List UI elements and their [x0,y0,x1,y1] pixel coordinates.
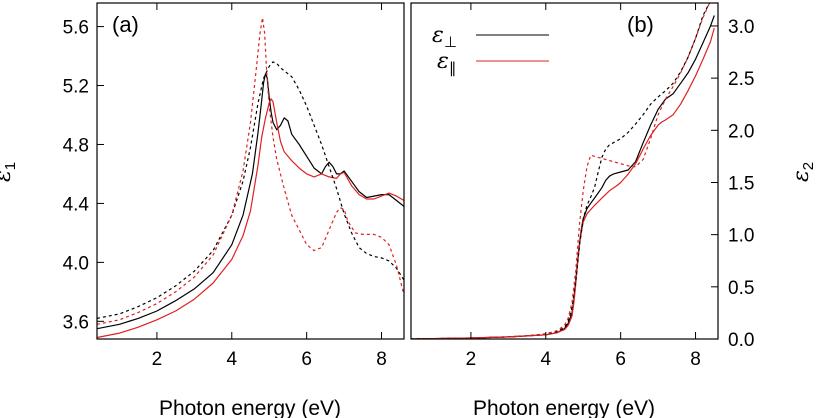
panel-a-y-tick-label: 3.6 [63,312,89,333]
panel-a-series-line-4 [97,17,404,325]
panel-b-x-tick-label: 4 [540,349,551,370]
panel-a-label: (a) [112,12,139,37]
panel-a-series-line-2 [97,98,404,339]
panel-b-epsilon2-chart: 2 4 6 8 0.0 0.5 1.0 1.5 2.0 2.5 3.0 (b) Photon en… [410,2,817,418]
panel-b-ylabel-subscript: 2 [800,162,817,170]
panel-b-y-axis-title: ε2 [789,162,817,182]
legend-par-symbol: ε [437,49,449,74]
panel-a-x-tick-label: 6 [301,349,312,370]
panel-b-series-line-1 [411,15,715,339]
panel-a-frame [96,2,405,340]
panel-b-series-line-2 [411,27,715,339]
panel-b-frame [410,2,719,340]
panel-b-y-ticks: 0.0 0.5 1.0 1.5 2.0 2.5 3.0 [711,17,754,351]
panel-b-series-line-3 [411,3,711,339]
panel-b-y-tick-label: 2.5 [728,69,754,90]
panel-b-x-tick-label: 6 [615,349,626,370]
panel-a-y-tick-label: 4.4 [63,194,90,215]
panel-a-y-ticks: 3.6 4.0 4.4 4.8 5.2 5.6 [63,18,104,333]
panel-b-series-line-4 [411,3,711,339]
panel-a-ylabel-symbol: ε [0,170,16,182]
panel-b-label: (b) [627,12,654,37]
panel-b-y-tick-label: 0.0 [728,330,754,351]
legend-par-subscript: ∥ [449,59,457,77]
panel-a-x-tick-label: 2 [152,349,163,370]
panel-b-y-tick-label: 2.0 [728,121,754,142]
panel-b-y-tick-label: 3.0 [728,17,754,38]
panel-b-x-ticks: 2 4 6 8 [466,3,701,370]
panel-a-y-tick-label: 5.6 [63,18,89,39]
panel-a-y-tick-label: 4.0 [63,253,89,274]
legend-perp-subscript: ⊥ [444,33,457,51]
legend-entry-par: ε∥ [437,49,549,77]
panel-a-y-tick-label: 4.8 [63,135,89,156]
legend-par-label: ε∥ [437,49,456,77]
panel-a-epsilon1-chart: 2 4 6 8 3.6 4.0 4.4 4.8 5.2 5.6 (a) Photon energ… [0,2,405,418]
panel-a-series-group [97,17,404,339]
panel-a-x-tick-label: 4 [226,349,237,370]
panel-b-x-tick-label: 2 [466,349,477,370]
panel-a-y-axis-title: ε1 [0,162,19,182]
panel-b-legend: ε⊥ ε∥ [432,23,549,77]
panel-a-series-line-3 [97,61,404,319]
panel-a-ylabel-subscript: 1 [2,162,19,170]
panel-a-x-ticks: 2 4 6 8 [152,3,387,370]
panel-a-x-axis-title: Photon energy (eV) [159,397,341,418]
panel-a-series-line-1 [97,73,404,330]
panel-b-y-tick-label: 1.5 [728,173,754,194]
panel-b-x-axis-title: Photon energy (eV) [473,397,655,418]
panel-b-series-group [411,3,715,339]
panel-a-x-tick-label: 8 [376,349,387,370]
panel-b-y-tick-label: 0.5 [728,278,754,299]
panel-b-y-tick-label: 1.0 [728,226,754,247]
legend-perp-label: ε⊥ [432,23,457,51]
panel-b-x-tick-label: 8 [690,349,701,370]
panel-b-ylabel-symbol: ε [789,170,814,182]
legend-entry-perp: ε⊥ [432,23,549,51]
panel-a-y-tick-label: 5.2 [63,77,89,98]
legend-perp-symbol: ε [432,23,444,48]
